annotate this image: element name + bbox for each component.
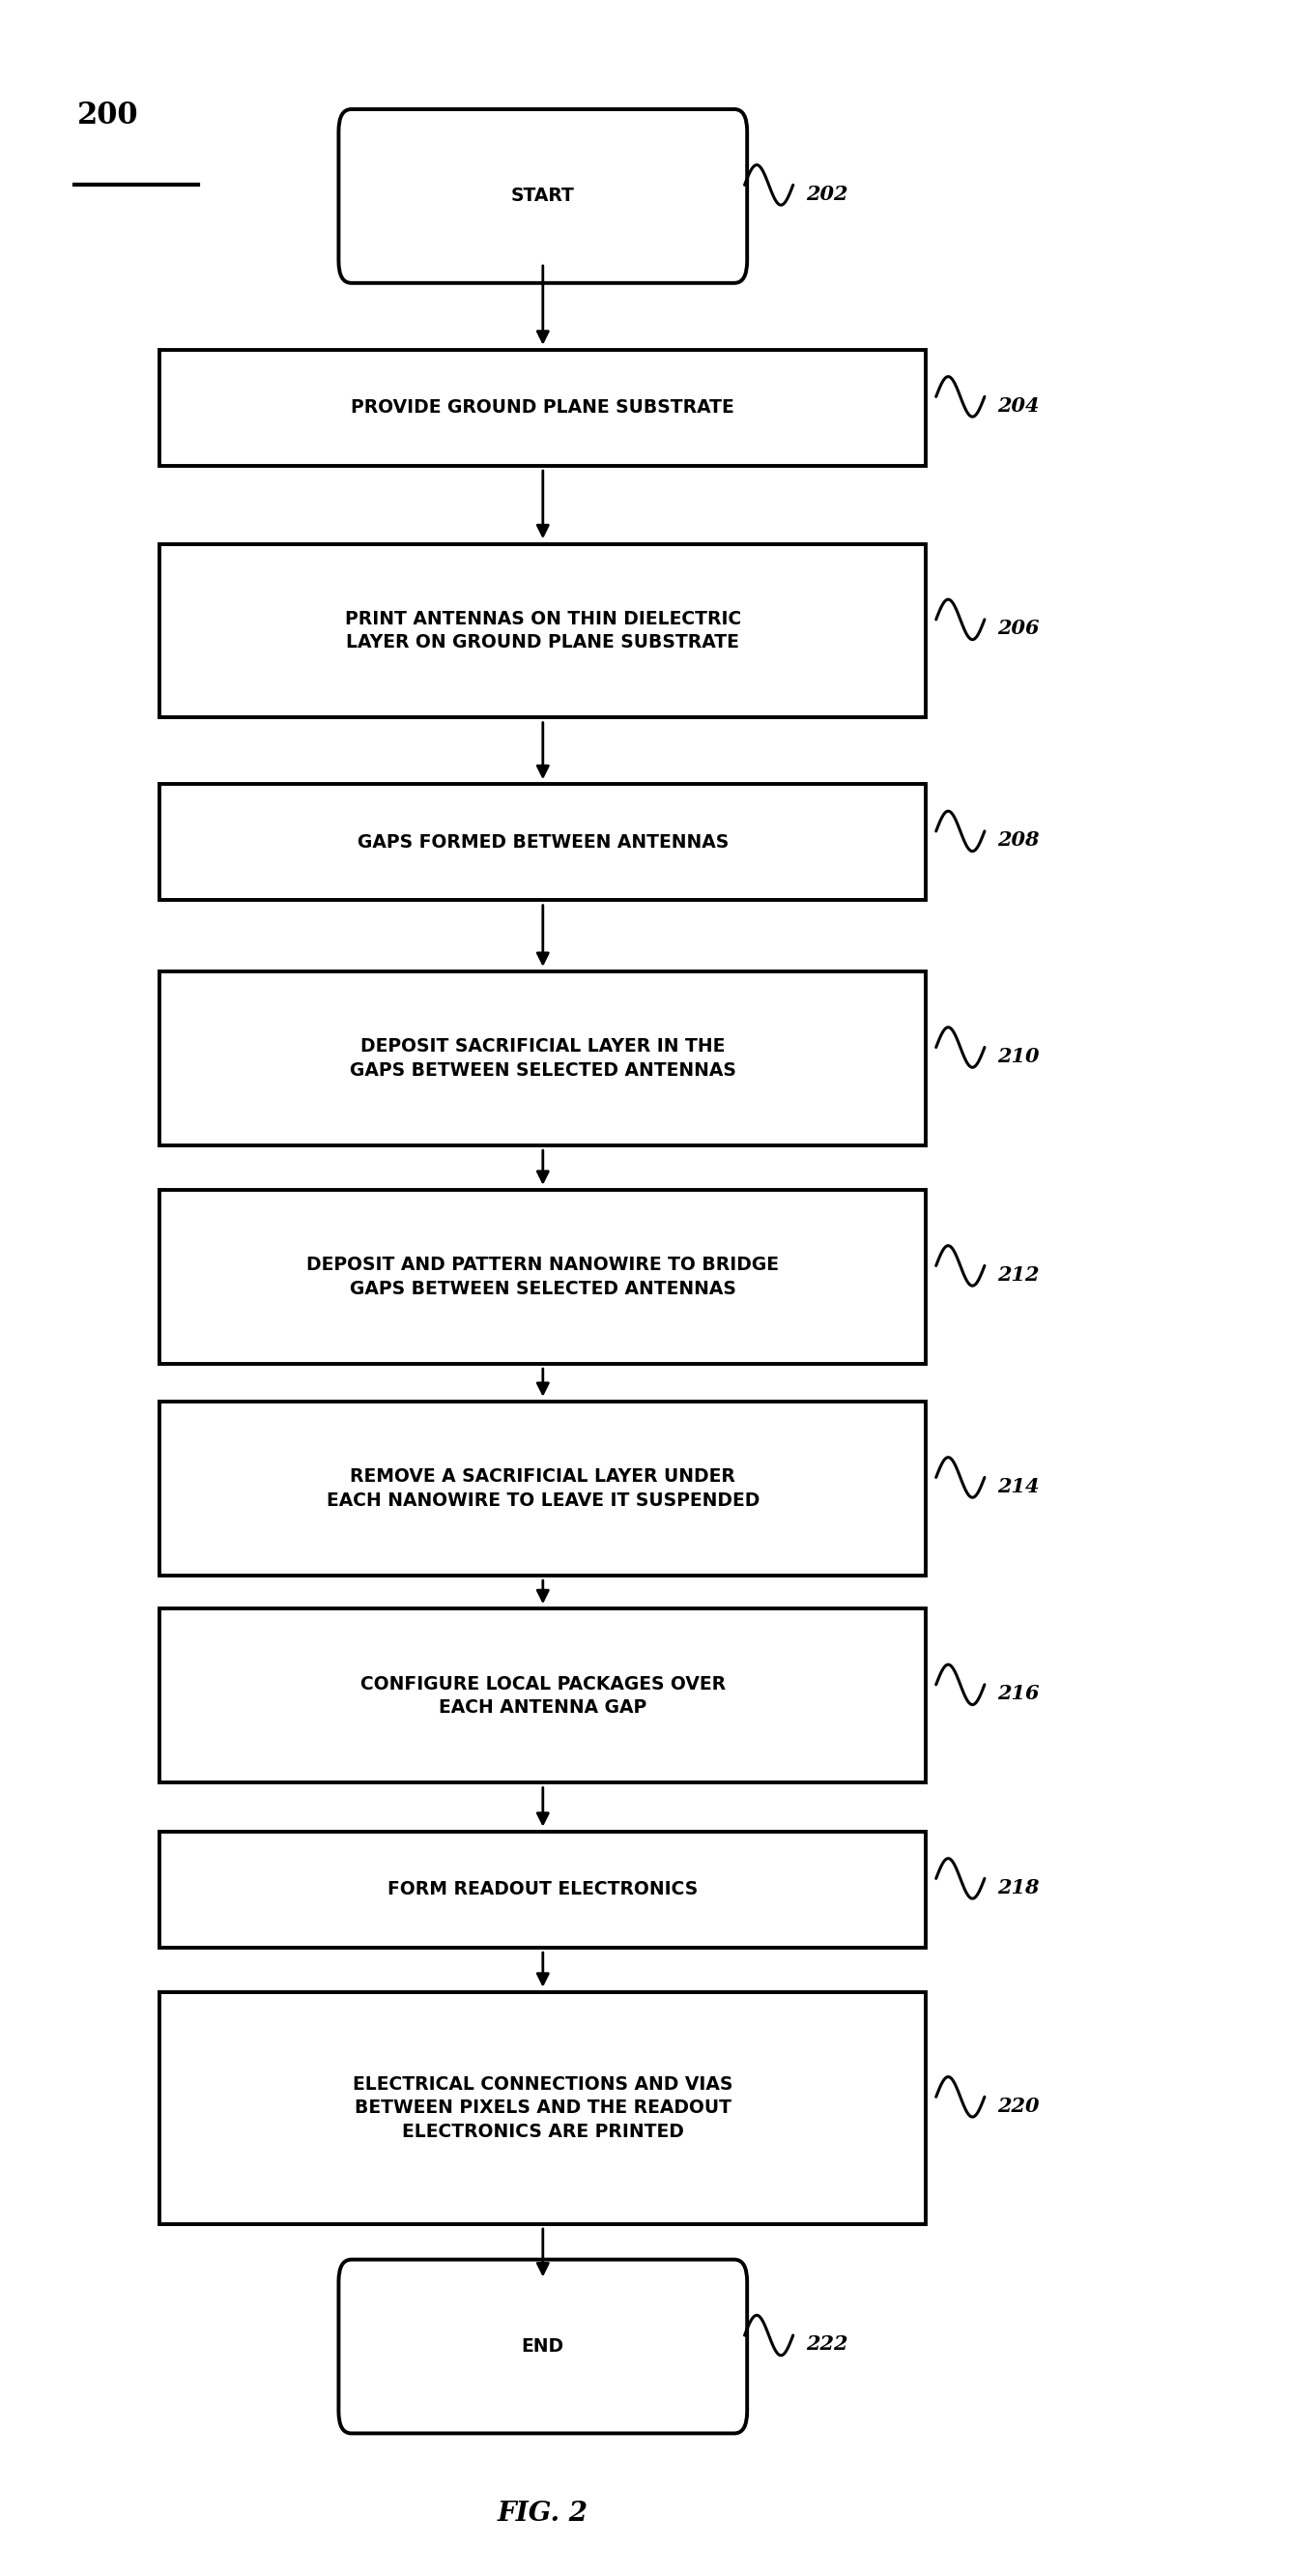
Text: 200: 200 xyxy=(77,100,138,131)
Bar xyxy=(160,971,926,1146)
Text: 202: 202 xyxy=(806,185,848,204)
Bar xyxy=(160,544,926,719)
Text: ELECTRICAL CONNECTIONS AND VIAS
BETWEEN PIXELS AND THE READOUT
ELECTRONICS ARE P: ELECTRICAL CONNECTIONS AND VIAS BETWEEN … xyxy=(353,2076,733,2141)
Text: PRINT ANTENNAS ON THIN DIELECTRIC
LAYER ON GROUND PLANE SUBSTRATE: PRINT ANTENNAS ON THIN DIELECTRIC LAYER … xyxy=(344,611,740,652)
Bar xyxy=(160,1610,926,1783)
Text: 204: 204 xyxy=(997,397,1040,415)
Text: 212: 212 xyxy=(997,1265,1040,1285)
Text: GAPS FORMED BETWEEN ANTENNAS: GAPS FORMED BETWEEN ANTENNAS xyxy=(357,832,729,853)
Text: FIG. 2: FIG. 2 xyxy=(498,2501,588,2527)
Text: 208: 208 xyxy=(997,829,1040,850)
Text: 220: 220 xyxy=(997,2097,1040,2115)
Text: 210: 210 xyxy=(997,1046,1040,1066)
Bar xyxy=(160,1832,926,1947)
Text: 222: 222 xyxy=(806,2334,848,2354)
FancyBboxPatch shape xyxy=(338,108,747,283)
Bar xyxy=(160,1401,926,1577)
Text: 214: 214 xyxy=(997,1476,1040,1497)
Text: END: END xyxy=(521,2336,564,2354)
Text: START: START xyxy=(511,188,575,206)
Bar xyxy=(160,1190,926,1363)
FancyBboxPatch shape xyxy=(338,2259,747,2434)
Text: DEPOSIT AND PATTERN NANOWIRE TO BRIDGE
GAPS BETWEEN SELECTED ANTENNAS: DEPOSIT AND PATTERN NANOWIRE TO BRIDGE G… xyxy=(307,1257,779,1298)
Text: FORM READOUT ELECTRONICS: FORM READOUT ELECTRONICS xyxy=(388,1880,698,1899)
Text: DEPOSIT SACRIFICIAL LAYER IN THE
GAPS BETWEEN SELECTED ANTENNAS: DEPOSIT SACRIFICIAL LAYER IN THE GAPS BE… xyxy=(350,1038,737,1079)
Bar xyxy=(160,786,926,899)
Text: 218: 218 xyxy=(997,1878,1040,1896)
Bar xyxy=(160,1991,926,2223)
Text: 206: 206 xyxy=(997,618,1040,639)
Text: REMOVE A SACRIFICIAL LAYER UNDER
EACH NANOWIRE TO LEAVE IT SUSPENDED: REMOVE A SACRIFICIAL LAYER UNDER EACH NA… xyxy=(326,1468,760,1510)
Text: 216: 216 xyxy=(997,1685,1040,1703)
Text: CONFIGURE LOCAL PACKAGES OVER
EACH ANTENNA GAP: CONFIGURE LOCAL PACKAGES OVER EACH ANTEN… xyxy=(360,1674,725,1716)
Bar xyxy=(160,350,926,466)
Text: PROVIDE GROUND PLANE SUBSTRATE: PROVIDE GROUND PLANE SUBSTRATE xyxy=(351,399,734,417)
